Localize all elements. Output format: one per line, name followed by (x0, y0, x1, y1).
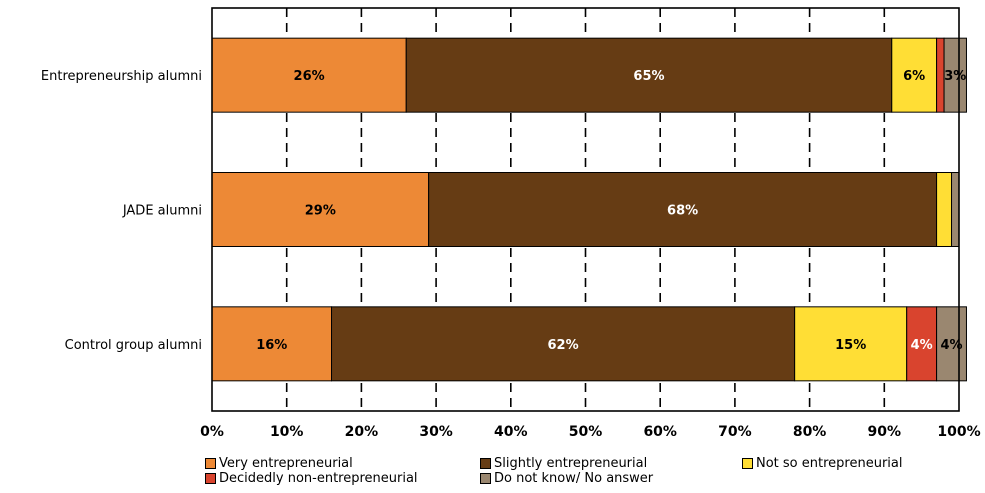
legend-swatch (480, 458, 491, 469)
x-tick-label: 100% (937, 424, 980, 440)
bar-segment (936, 37, 945, 113)
legend-label: Slightly entrepreneurial (494, 456, 648, 471)
legend-item: Not so entrepreneurial (742, 456, 902, 471)
legend-swatch (480, 473, 491, 484)
legend-item: Slightly entrepreneurial (480, 456, 647, 471)
bar-segment (211, 306, 333, 382)
data-label: 26% (294, 69, 325, 84)
bar-segment (891, 37, 938, 113)
data-label: 29% (305, 204, 336, 219)
bar-segment (794, 306, 908, 382)
bar-segment (211, 37, 407, 113)
bar-segment (211, 172, 430, 247)
legend-item: Do not know/ No answer (480, 471, 653, 486)
category-label: JADE alumni (122, 204, 202, 219)
legend-label: Do not know/ No answer (494, 471, 654, 486)
legend-label: Very entrepreneurial (219, 456, 353, 471)
category-label: Control group alumni (65, 338, 202, 353)
data-label: 6% (903, 69, 925, 84)
x-tick-label: 90% (868, 424, 902, 440)
x-tick-label: 10% (270, 424, 304, 440)
x-tick-label: 70% (718, 424, 752, 440)
x-tick-label: 40% (494, 424, 528, 440)
legend-swatch (205, 458, 216, 469)
category-label: Entrepreneurship alumni (41, 69, 202, 84)
data-label: 16% (256, 338, 287, 353)
x-tick-label: 50% (569, 424, 603, 440)
x-tick-label: 0% (200, 424, 224, 440)
bar-segment (331, 306, 796, 382)
bar-segment (951, 172, 960, 247)
legend-item: Very entrepreneurial (205, 456, 353, 471)
data-label: 15% (835, 338, 866, 353)
data-label: 4% (911, 338, 933, 353)
x-tick-label: 80% (793, 424, 827, 440)
data-label: 68% (667, 204, 698, 219)
x-tick-label: 20% (345, 424, 379, 440)
data-label: 3% (944, 69, 966, 84)
bar-segment (936, 306, 967, 382)
bar-segment (906, 306, 938, 382)
data-label: 62% (548, 338, 579, 353)
legend-label: Decidedly non-entrepreneurial (219, 471, 418, 486)
bar-segment (936, 172, 953, 247)
bar-segment (405, 37, 893, 113)
plot-frame (211, 7, 960, 412)
legend-swatch (205, 473, 216, 484)
x-tick-label: 30% (419, 424, 453, 440)
legend-swatch (742, 458, 753, 469)
bar-segment (428, 172, 938, 247)
legend-item: Decidedly non-entrepreneurial (205, 471, 418, 486)
data-label: 65% (633, 69, 664, 84)
x-tick-label: 60% (643, 424, 677, 440)
legend-label: Not so entrepreneurial (756, 456, 903, 471)
bar-segment (943, 37, 967, 113)
data-label: 4% (940, 338, 962, 353)
plot-area: 26% 65% 6% 3% Entrepreneurship alumni 29% 68% J… (41, 7, 981, 440)
